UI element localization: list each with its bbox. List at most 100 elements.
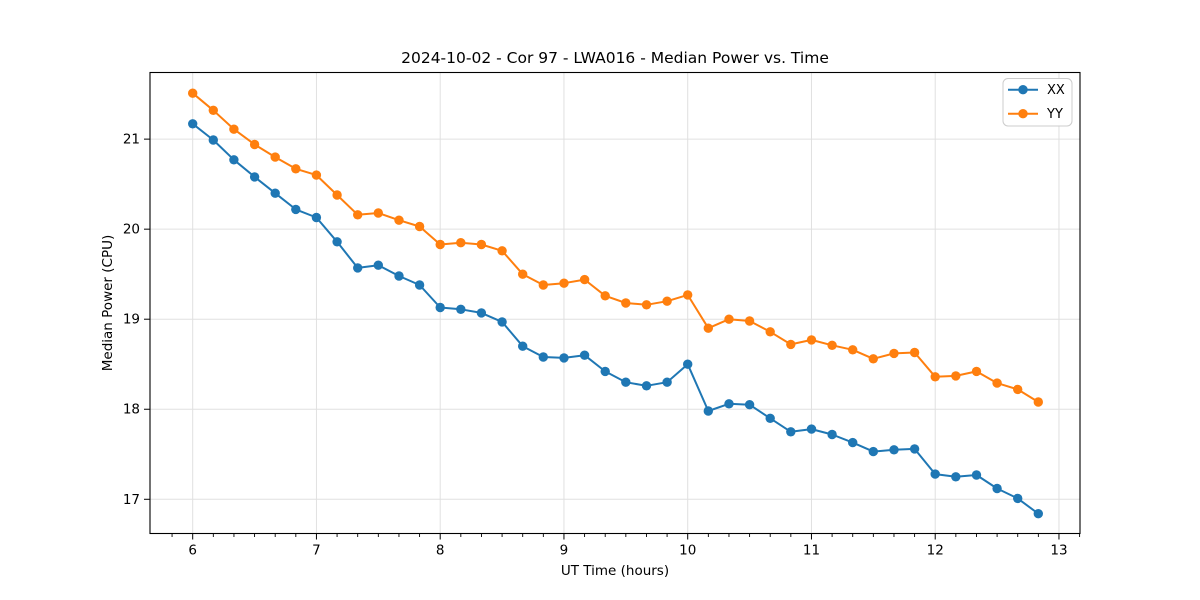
data-point-xx xyxy=(332,237,342,247)
data-point-yy xyxy=(683,290,693,300)
data-point-xx xyxy=(435,302,445,313)
x-tick-label: 11 xyxy=(803,543,820,559)
legend-marker-yy xyxy=(1018,109,1028,119)
data-point-yy xyxy=(476,239,487,250)
data-point-xx xyxy=(662,377,672,387)
x-axis-label: UT Time (hours) xyxy=(561,563,669,579)
data-point-xx xyxy=(827,429,837,440)
data-point-xx xyxy=(703,406,713,416)
data-point-xx xyxy=(208,135,218,145)
data-point-yy xyxy=(559,278,569,288)
legend-label-yy: YY xyxy=(1046,107,1063,122)
data-point-yy xyxy=(621,298,631,308)
data-point-xx xyxy=(641,381,652,391)
data-point-yy xyxy=(930,372,940,382)
data-point-yy xyxy=(1013,384,1023,395)
data-point-xx xyxy=(188,119,198,129)
legend-label-xx: XX xyxy=(1047,83,1065,98)
data-point-yy xyxy=(703,323,713,333)
data-point-yy xyxy=(497,246,507,256)
data-point-xx xyxy=(724,399,734,409)
data-point-xx xyxy=(249,172,260,182)
data-point-xx xyxy=(1033,509,1044,519)
x-tick-label: 10 xyxy=(679,543,696,559)
y-axis-label: Median Power (CPU) xyxy=(100,235,116,371)
data-point-yy xyxy=(353,210,363,220)
data-point-xx xyxy=(270,188,280,198)
data-point-yy xyxy=(538,280,548,290)
y-tick-label: 20 xyxy=(123,222,140,238)
data-point-xx xyxy=(538,352,548,362)
data-point-xx xyxy=(518,341,528,351)
data-point-yy xyxy=(229,124,239,134)
data-point-xx xyxy=(291,204,301,215)
data-point-xx xyxy=(373,260,383,270)
data-point-yy xyxy=(332,190,342,200)
data-point-xx xyxy=(559,353,569,363)
data-point-yy xyxy=(806,335,817,345)
data-point-yy xyxy=(641,300,652,310)
data-point-yy xyxy=(394,215,404,225)
data-point-yy xyxy=(456,238,466,248)
y-tick-label: 21 xyxy=(123,132,140,148)
data-point-xx xyxy=(909,444,920,454)
data-point-xx xyxy=(456,304,466,314)
data-point-xx xyxy=(683,359,693,369)
data-point-xx xyxy=(930,469,940,479)
data-point-yy xyxy=(765,327,775,337)
y-tick-label: 19 xyxy=(123,312,140,328)
data-point-yy xyxy=(1033,397,1044,407)
data-point-xx xyxy=(971,470,982,480)
x-tick-label: 8 xyxy=(436,543,445,559)
data-point-yy xyxy=(889,348,899,359)
data-point-xx xyxy=(229,155,239,165)
data-point-xx xyxy=(806,424,817,434)
data-point-xx xyxy=(353,263,363,273)
x-tick-label: 9 xyxy=(560,543,569,559)
data-point-yy xyxy=(579,274,590,285)
data-point-yy xyxy=(951,371,961,381)
data-point-xx xyxy=(621,377,631,387)
data-point-xx xyxy=(765,413,775,423)
data-point-xx xyxy=(848,437,858,448)
data-point-yy xyxy=(971,366,982,377)
data-point-yy xyxy=(188,88,198,98)
data-point-yy xyxy=(724,314,734,324)
data-point-xx xyxy=(476,308,487,318)
data-point-yy xyxy=(270,152,280,162)
data-point-xx xyxy=(868,446,878,457)
data-point-xx xyxy=(394,271,404,281)
data-point-xx xyxy=(579,350,590,360)
plot-border xyxy=(149,71,1081,535)
data-point-xx xyxy=(744,400,755,410)
data-point-yy xyxy=(414,221,425,232)
data-point-yy xyxy=(744,316,755,326)
data-point-yy xyxy=(435,239,445,250)
chart-title: 2024-10-02 - Cor 97 - LWA016 - Median Po… xyxy=(401,49,829,67)
data-point-yy xyxy=(311,170,322,180)
x-tick-label: 6 xyxy=(188,543,197,559)
data-point-xx xyxy=(414,280,425,290)
data-point-yy xyxy=(373,208,383,218)
data-point-xx xyxy=(311,212,322,223)
x-tick-label: 13 xyxy=(1050,543,1067,559)
x-tick-label: 7 xyxy=(312,543,321,559)
data-point-yy xyxy=(827,340,837,350)
data-point-yy xyxy=(208,105,218,116)
data-point-yy xyxy=(600,291,610,301)
y-tick-label: 17 xyxy=(123,492,140,508)
data-point-yy xyxy=(518,269,528,279)
data-point-yy xyxy=(249,139,260,150)
data-point-yy xyxy=(992,378,1002,388)
data-point-yy xyxy=(786,339,796,350)
data-point-yy xyxy=(909,347,920,358)
data-point-yy xyxy=(291,164,301,174)
data-point-yy xyxy=(868,354,878,364)
legend-marker-xx xyxy=(1018,85,1028,95)
data-point-xx xyxy=(1013,493,1023,504)
data-point-yy xyxy=(662,296,672,306)
data-point-xx xyxy=(992,483,1002,494)
data-point-xx xyxy=(600,366,610,377)
